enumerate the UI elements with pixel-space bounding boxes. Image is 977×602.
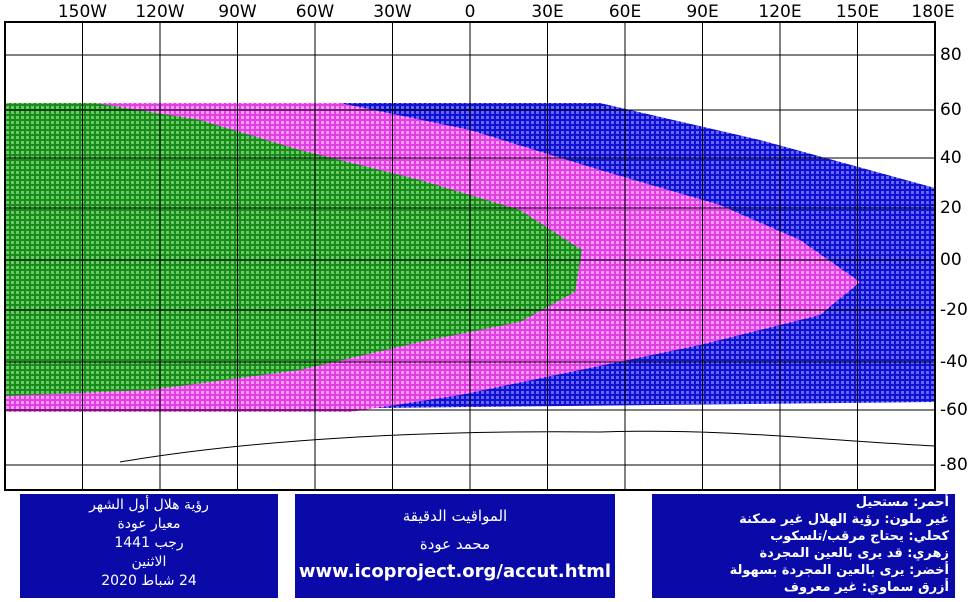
- info-line: رؤية هلال أول الشهر: [89, 497, 209, 513]
- lat-label: -60: [940, 400, 968, 420]
- info-box: رؤية هلال أول الشهر معيار عودة رجب 1441 الا…: [20, 494, 278, 598]
- lat-label: 80: [940, 45, 962, 65]
- lon-label: 60E: [609, 2, 641, 22]
- map-frame: [4, 21, 936, 491]
- lon-label: 90E: [686, 2, 718, 22]
- lon-label: 60W: [296, 2, 335, 22]
- zone-green: [5, 103, 582, 396]
- legend-line: زهري: قد يرى بالعين المجردة: [759, 546, 949, 561]
- lon-label: 150W: [58, 2, 107, 22]
- lon-label: 30E: [531, 2, 563, 22]
- antarctica-outline: [119, 430, 936, 463]
- info-line: رجب 1441: [114, 535, 184, 551]
- lat-label: -20: [940, 300, 968, 320]
- lon-label: 150E: [836, 2, 879, 22]
- lat-label: 40: [940, 148, 962, 168]
- legend-line: أخضر: يرى بالعين المجردة بسهولة: [729, 563, 949, 578]
- link-line: محمد عودة: [419, 535, 491, 553]
- lat-label: -40: [940, 352, 968, 372]
- lon-label: 90W: [218, 2, 257, 22]
- lon-label: 0: [465, 2, 476, 22]
- lon-label: 120W: [135, 2, 184, 22]
- lat-label: -80: [940, 455, 968, 475]
- link-line: www.icoproject.org/accut.html: [298, 561, 612, 582]
- info-line: 24 شباط 2020: [101, 573, 197, 589]
- legend-line: غير ملون: رؤية الهلال غير ممكنة: [739, 512, 949, 527]
- lon-label: 30W: [373, 2, 412, 22]
- lat-label: 60: [940, 100, 962, 120]
- lat-label: 20: [940, 198, 962, 218]
- info-line: معيار عودة: [117, 516, 181, 532]
- legend-box: أحمر: مستحيل غير ملون: رؤية الهلال غير مم…: [652, 494, 955, 598]
- link-box: المواقيت الدقيقة محمد عودة www.icoproject.…: [295, 494, 615, 598]
- legend-line: كحلي: يحتاج مرقب/تلسكوب: [770, 529, 949, 544]
- map: 150W 120W 90W 60W 30W 0 30E 60E 90E 120E 150E 180E 8…: [4, 2, 968, 491]
- legend-line: أزرق سماوي: غير معروف: [783, 580, 949, 595]
- lon-label: 180E: [911, 2, 954, 22]
- legend-line: أحمر: مستحيل: [855, 495, 949, 510]
- link-line: المواقيت الدقيقة: [402, 507, 508, 525]
- grid: [5, 22, 935, 490]
- info-line: الاثنين: [131, 554, 167, 570]
- lat-label: 00: [940, 250, 962, 270]
- lon-label: 120E: [758, 2, 801, 22]
